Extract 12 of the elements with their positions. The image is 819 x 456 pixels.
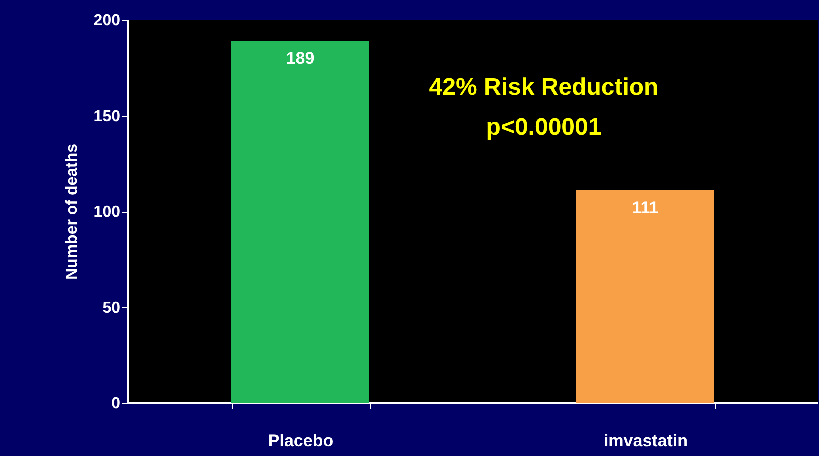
x-tick-label: Placebo [268,432,334,450]
y-tick-label: 0 [112,396,121,412]
y-axis-title: Number of deaths [64,144,81,280]
annotation: 42% Risk Reduction [429,74,659,101]
data-label: 189 [286,49,315,68]
y-tick-label: 100 [94,204,121,221]
x-tick-label: imvastatin [604,432,688,450]
data-label: 111 [632,198,659,218]
y-tick-label: 200 [94,12,121,30]
y-tick-label: 50 [102,300,121,317]
annotation: p<0.00001 [486,114,602,141]
y-tick-label: 150 [94,108,121,126]
